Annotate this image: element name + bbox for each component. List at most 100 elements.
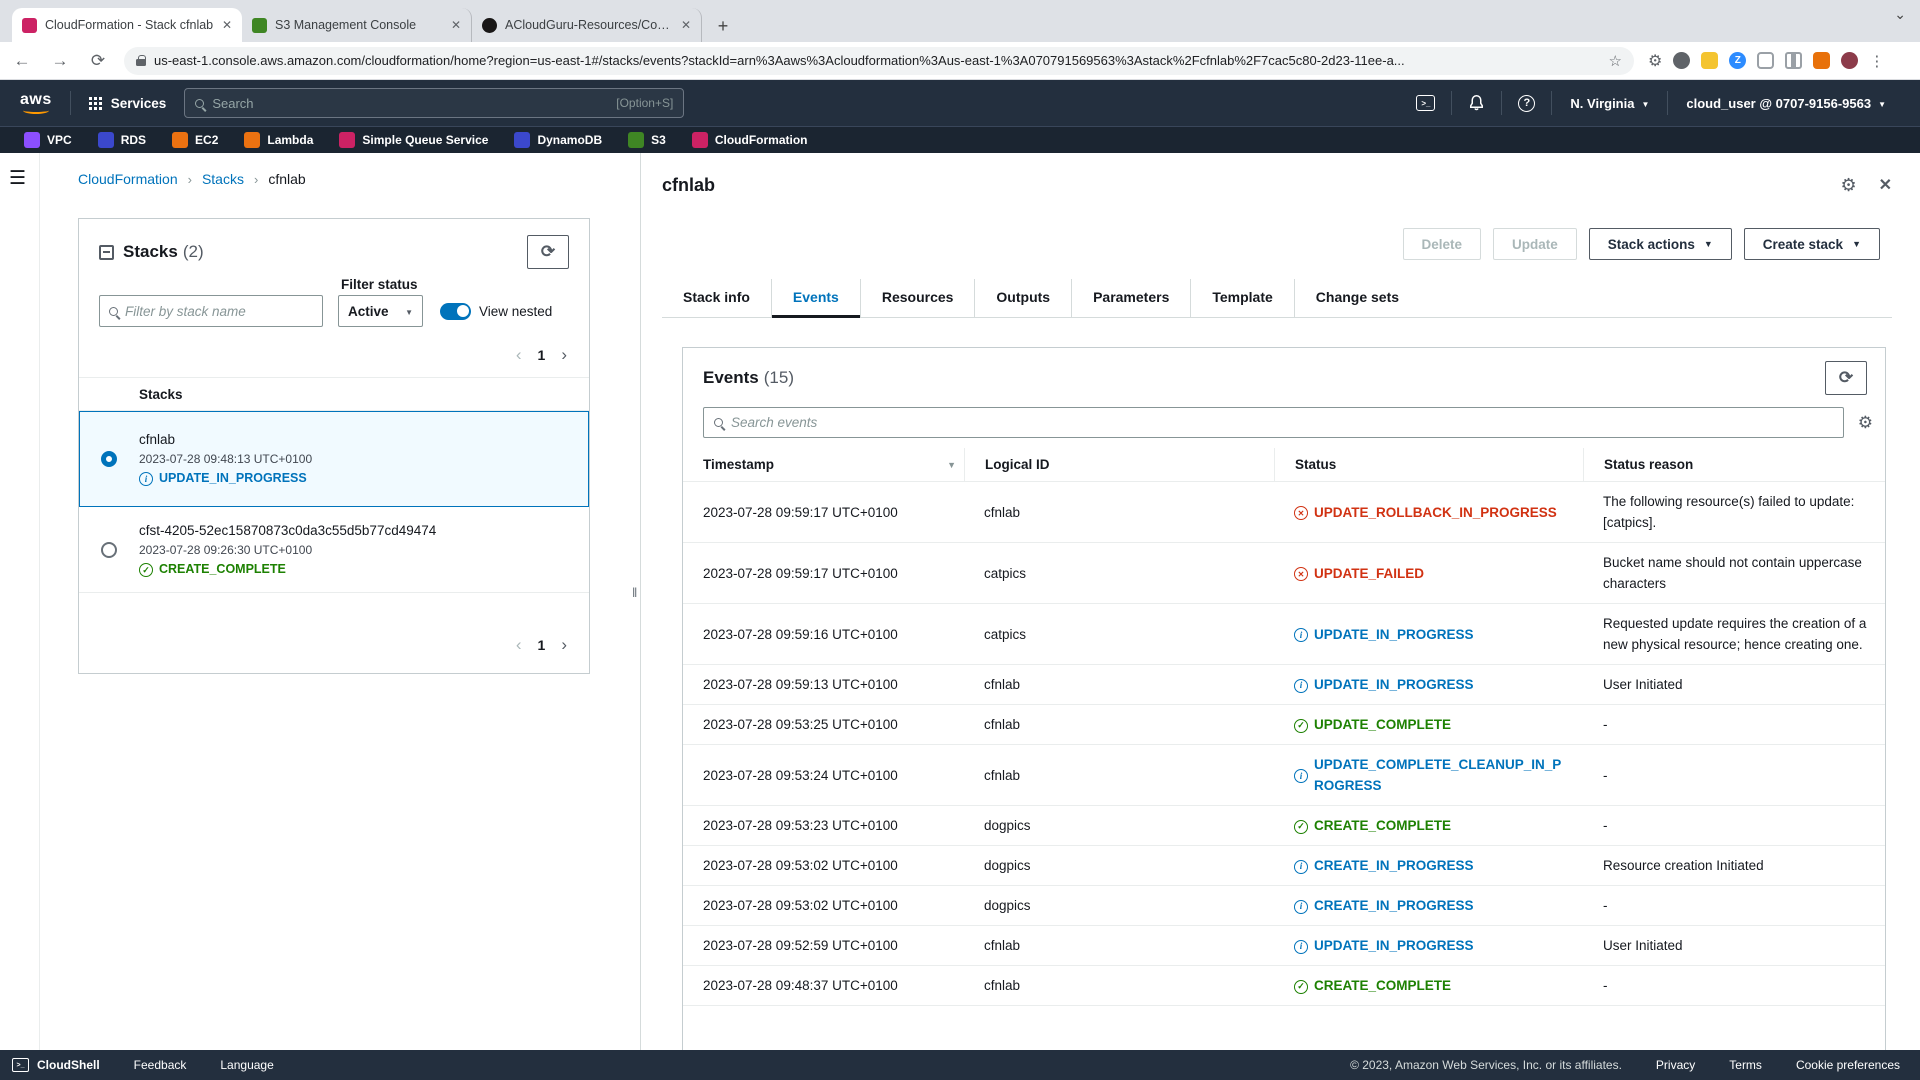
- hamburger-menu-icon[interactable]: ☰: [9, 168, 27, 189]
- tab-close-icon[interactable]: ✕: [221, 18, 232, 32]
- language-link[interactable]: Language: [220, 1058, 274, 1072]
- stack-name[interactable]: cfst-4205-52ec15870873c0da3c55d5b77cd494…: [139, 523, 437, 538]
- stack-status: CREATE_COMPLETE: [159, 562, 286, 576]
- tab-close-icon[interactable]: ✕: [450, 18, 461, 32]
- column-header-timestamp[interactable]: Timestamp ▼: [703, 457, 956, 472]
- page-number[interactable]: 1: [537, 347, 546, 363]
- stack-radio[interactable]: [101, 450, 117, 467]
- page-number[interactable]: 1: [537, 637, 546, 653]
- tab-close-icon[interactable]: ✕: [680, 18, 691, 32]
- tab[interactable]: Change sets: [1293, 279, 1420, 317]
- view-nested-toggle[interactable]: [440, 302, 471, 320]
- action-button[interactable]: Stack actions ▼: [1588, 228, 1732, 260]
- column-header-logical-id[interactable]: Logical ID: [964, 448, 1274, 481]
- tab[interactable]: Events: [770, 279, 860, 318]
- reload-icon[interactable]: ⟳: [90, 50, 106, 70]
- filter-status-select[interactable]: Active ▼: [338, 295, 423, 327]
- tab[interactable]: Outputs: [974, 279, 1071, 317]
- browser-tab[interactable]: CloudFormation - Stack cfnlab ✕: [12, 8, 242, 42]
- cookie-preferences-link[interactable]: Cookie preferences: [1795, 1058, 1900, 1072]
- cloudshell-footer-button[interactable]: >_ CloudShell: [12, 1058, 100, 1072]
- copyright-text: © 2023, Amazon Web Services, Inc. or its…: [1350, 1058, 1622, 1072]
- stack-radio[interactable]: [101, 541, 117, 558]
- prev-page-icon[interactable]: ‹: [515, 635, 522, 654]
- stack-list-item[interactable]: cfnlab 2023-07-28 09:48:13 UTC+0100 UPDA…: [79, 411, 589, 507]
- tab-list-chevron-icon[interactable]: ⌄: [1894, 6, 1906, 22]
- tab[interactable]: Parameters: [1071, 279, 1190, 317]
- stack-list-item[interactable]: cfst-4205-52ec15870873c0da3c55d5b77cd494…: [79, 507, 589, 593]
- address-bar[interactable]: us-east-1.console.aws.amazon.com/cloudfo…: [124, 46, 1634, 75]
- split-divider[interactable]: [640, 153, 641, 1050]
- search-icon: [195, 98, 205, 108]
- refresh-stacks-button[interactable]: ⟳: [527, 235, 569, 269]
- back-icon[interactable]: ←: [13, 50, 31, 70]
- tab[interactable]: Stack info: [683, 289, 750, 305]
- extension-icon[interactable]: [1813, 52, 1831, 69]
- filter-by-stack-name-input[interactable]: [125, 303, 313, 319]
- column-header-status-reason[interactable]: Status reason: [1583, 448, 1885, 481]
- favorite-service-link[interactable]: Simple Queue Service: [339, 132, 488, 148]
- stack-timestamp: 2023-07-28 09:48:13 UTC+0100: [139, 452, 313, 466]
- favorite-service-link[interactable]: S3: [628, 132, 666, 148]
- stack-name[interactable]: cfnlab: [139, 432, 176, 447]
- status-icon: [1294, 859, 1308, 874]
- search-events-input[interactable]: [731, 415, 1833, 430]
- account-menu[interactable]: cloud_user @ 0707-9156-9563 ▼: [1686, 95, 1886, 111]
- extension-icon[interactable]: [1673, 52, 1691, 69]
- action-button[interactable]: Update ▼: [1493, 228, 1577, 260]
- favorite-service-link[interactable]: RDS: [97, 132, 146, 148]
- next-page-icon[interactable]: ›: [561, 345, 567, 364]
- next-page-icon[interactable]: ›: [561, 635, 567, 654]
- terms-link[interactable]: Terms: [1729, 1058, 1762, 1072]
- help-button[interactable]: ?: [1502, 94, 1551, 112]
- aws-logo[interactable]: aws: [20, 91, 52, 114]
- extension-icon[interactable]: [1701, 52, 1719, 69]
- panel-settings-gear-icon[interactable]: ⚙: [1840, 175, 1857, 195]
- tab[interactable]: Resources: [859, 279, 975, 317]
- forward-icon[interactable]: →: [51, 50, 69, 70]
- feedback-link[interactable]: Feedback: [133, 1058, 187, 1072]
- cloudshell-button[interactable]: >_: [1400, 95, 1451, 111]
- close-panel-icon[interactable]: ✕: [1878, 177, 1892, 194]
- settings-extension-icon[interactable]: ⚙: [1648, 52, 1663, 70]
- zoom-extension-icon[interactable]: Z: [1729, 52, 1747, 69]
- browser-tab[interactable]: S3 Management Console ✕: [242, 8, 472, 42]
- browser-profile-avatar[interactable]: [1841, 52, 1859, 69]
- column-header-status[interactable]: Status: [1274, 448, 1583, 481]
- favorite-service-link[interactable]: Lambda: [244, 132, 313, 148]
- prev-page-icon[interactable]: ‹: [515, 345, 522, 364]
- table-preferences-gear-icon[interactable]: ⚙: [1857, 412, 1873, 432]
- breadcrumb-cloudformation[interactable]: CloudFormation: [78, 171, 178, 187]
- refresh-events-button[interactable]: ⟳: [1825, 361, 1867, 395]
- region-selector[interactable]: N. Virginia ▼: [1570, 95, 1650, 111]
- stack-filter-input[interactable]: [99, 295, 323, 327]
- favorite-service-link[interactable]: DynamoDB: [514, 132, 602, 148]
- breadcrumb-current: cfnlab: [268, 171, 306, 187]
- event-status-reason: -: [1603, 978, 1608, 993]
- browser-menu-icon[interactable]: ⋮: [1869, 52, 1885, 70]
- side-panel-icon[interactable]: [1785, 52, 1803, 69]
- events-search[interactable]: [703, 407, 1844, 438]
- favorite-service-link[interactable]: VPC: [24, 132, 72, 148]
- event-table-row: 2023-07-28 09:59:13 UTC+0100 cfnlab UPDA…: [683, 665, 1885, 705]
- tab-favicon-icon: [482, 17, 497, 33]
- bookmark-star-icon[interactable]: ☆: [1608, 52, 1622, 70]
- action-button[interactable]: Create stack ▼: [1743, 228, 1880, 260]
- collapse-panel-icon[interactable]: [99, 244, 114, 260]
- browser-tab[interactable]: ACloudGuru-Resources/Cours ✕: [472, 8, 702, 42]
- favorite-service-link[interactable]: EC2: [172, 132, 218, 148]
- privacy-link[interactable]: Privacy: [1655, 1058, 1696, 1072]
- tab[interactable]: Template: [1190, 279, 1293, 317]
- action-button[interactable]: Delete ▼: [1402, 228, 1482, 260]
- favorite-service-link[interactable]: CloudFormation: [691, 132, 807, 148]
- split-drag-handle[interactable]: ‖: [632, 585, 639, 600]
- breadcrumb-stacks[interactable]: Stacks: [201, 171, 244, 187]
- stacks-count: (2): [182, 242, 204, 261]
- tab-favicon-icon: [22, 17, 37, 33]
- console-search[interactable]: [Option+S]: [184, 88, 685, 118]
- search-input[interactable]: [212, 95, 609, 111]
- new-tab-button[interactable]: +: [717, 15, 729, 36]
- services-menu-button[interactable]: Services: [71, 96, 185, 111]
- notifications-button[interactable]: [1452, 94, 1501, 112]
- extensions-puzzle-icon[interactable]: [1757, 52, 1775, 69]
